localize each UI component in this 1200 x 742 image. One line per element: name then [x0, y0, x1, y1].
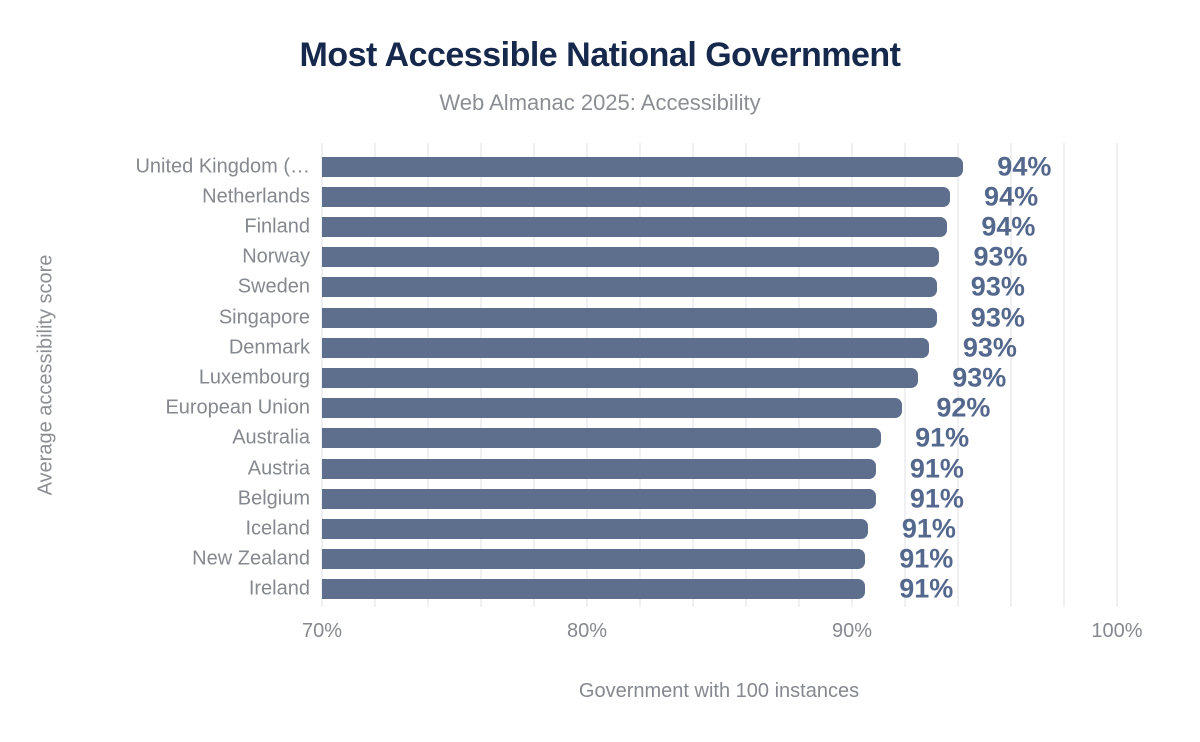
- value-label: 93%: [970, 302, 1025, 332]
- category-label: Denmark: [228, 336, 310, 359]
- category-label: Iceland: [245, 517, 311, 540]
- bar-row: Sweden 93%: [238, 273, 1117, 300]
- chart-title: Most Accessible National Government: [299, 36, 901, 74]
- bar: [322, 307, 937, 328]
- bar-row: European Union 92%: [165, 394, 1117, 421]
- value-label: 93%: [962, 332, 1017, 363]
- bar: [322, 277, 937, 298]
- value-label: 91%: [909, 483, 964, 514]
- bar: [322, 337, 929, 358]
- x-tick-label: 100%: [1091, 620, 1143, 642]
- value-label: 92%: [936, 392, 991, 423]
- bar: [322, 549, 866, 570]
- value-label: 94%: [997, 151, 1052, 181]
- value-label: 91%: [899, 573, 954, 604]
- category-label: United Kingdom (…: [135, 155, 310, 177]
- category-label: Belgium: [237, 487, 310, 510]
- bar-row: Singapore 93%: [219, 304, 1117, 331]
- category-label: Norway: [242, 245, 310, 268]
- category-label: New Zealand: [192, 547, 310, 570]
- bar-row: Ireland 91%: [249, 575, 1117, 602]
- bar-row: Netherlands 94%: [202, 183, 1117, 210]
- category-label: Finland: [244, 215, 310, 238]
- category-label: Sweden: [237, 275, 310, 298]
- bar-row: Iceland 91%: [246, 515, 1117, 542]
- value-label: 91%: [909, 453, 964, 483]
- gridline: [1010, 143, 1012, 607]
- value-label: 91%: [901, 513, 956, 544]
- bar-row: Denmark 93%: [229, 334, 1117, 361]
- bar-row: Austria 91%: [248, 455, 1117, 482]
- bar: [322, 367, 919, 388]
- value-label: 94%: [984, 181, 1039, 212]
- bar: [322, 488, 876, 509]
- bar: [322, 247, 940, 268]
- category-label: Ireland: [248, 577, 310, 600]
- value-label: 94%: [981, 211, 1036, 242]
- bar: [322, 518, 868, 539]
- bar: [322, 428, 882, 449]
- bar: [322, 398, 903, 419]
- chart-subtitle: Web Almanac 2025: Accessibility: [439, 90, 761, 115]
- bar-row: Belgium 91%: [238, 485, 1117, 512]
- bar: [322, 186, 951, 207]
- bar: [322, 458, 876, 479]
- category-label: European Union: [165, 396, 310, 419]
- gridline: [1063, 143, 1065, 607]
- x-axis-title: Government with 100 instances: [578, 680, 860, 702]
- category-label: Luxembourg: [198, 366, 310, 389]
- category-label: Netherlands: [202, 185, 310, 208]
- bar: [322, 579, 866, 600]
- value-label: 91%: [899, 543, 954, 574]
- category-label: Austria: [247, 457, 310, 479]
- category-label: Singapore: [218, 306, 310, 328]
- bar-row: Australia 91%: [232, 424, 1117, 451]
- gridline: [957, 143, 959, 607]
- category-label: Australia: [232, 426, 310, 449]
- value-label: 91%: [915, 422, 970, 453]
- value-label: 93%: [952, 362, 1007, 393]
- bar-row: United Kingdom (… 94%: [135, 153, 1117, 180]
- value-label: 93%: [973, 241, 1028, 272]
- plot-area: United Kingdom (… 94% Netherlands 94% Finlan…: [135, 143, 1118, 607]
- bar: [322, 156, 964, 177]
- value-label: 93%: [970, 271, 1025, 302]
- bar-row: New Zealand 91%: [192, 545, 1117, 572]
- x-tick-label: 70%: [301, 620, 343, 642]
- gridline: [1116, 143, 1118, 607]
- bar-row: Luxembourg 93%: [199, 364, 1117, 391]
- bar: [322, 216, 948, 237]
- x-tick-label: 90%: [831, 620, 873, 642]
- x-tick-label: 80%: [566, 620, 608, 642]
- bar-row: Finland 94%: [244, 213, 1117, 240]
- bar-row: Norway 93%: [242, 243, 1117, 270]
